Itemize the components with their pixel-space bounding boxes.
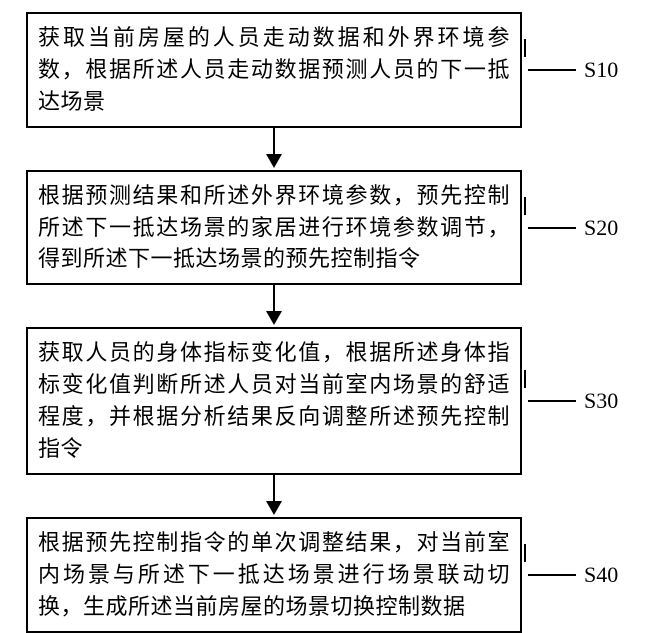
step-box-s20: 根据预测结果和所述外界环境参数，预先控制所述下一抵达场景的家居进行环境参数调节，… <box>26 170 522 286</box>
arrow-down-icon <box>266 311 282 325</box>
step-label-s40: S40 <box>584 562 618 588</box>
leader-s40: S40 <box>526 562 618 588</box>
step-row: 获取人员的身体指标变化值，根据所述身体指标变化值判断所述人员对当前室内场景的舒适… <box>26 327 641 475</box>
arrow-s10-s20 <box>26 128 522 170</box>
step-box-s40: 根据预先控制指令的单次调整结果，对当前室内场景与所述下一抵达场景进行场景联动切换… <box>26 517 522 633</box>
leader-vertical <box>524 544 526 562</box>
step-row: 根据预先控制指令的单次调整结果，对当前室内场景与所述下一抵达场景进行场景联动切换… <box>26 517 641 633</box>
arrow-shaft <box>273 128 275 156</box>
leader-horizontal <box>528 400 576 402</box>
leader-vertical <box>524 39 526 57</box>
leader-vertical <box>524 370 526 388</box>
step-label-s30: S30 <box>584 388 618 414</box>
step-label-s10: S10 <box>584 57 618 83</box>
arrow-shaft <box>273 475 275 503</box>
step-row: 根据预测结果和所述外界环境参数，预先控制所述下一抵达场景的家居进行环境参数调节，… <box>26 170 641 286</box>
step-box-s30: 获取人员的身体指标变化值，根据所述身体指标变化值判断所述人员对当前室内场景的舒适… <box>26 327 522 475</box>
arrow-down-icon <box>266 154 282 168</box>
leader-s30: S30 <box>526 388 618 414</box>
step-row: 获取当前房屋的人员走动数据和外界环境参数，根据所述人员走动数据预测人员的下一抵达… <box>26 12 641 128</box>
arrow-s20-s30 <box>26 285 522 327</box>
leader-horizontal <box>528 574 576 576</box>
arrow-down-icon <box>266 501 282 515</box>
step-box-s10: 获取当前房屋的人员走动数据和外界环境参数，根据所述人员走动数据预测人员的下一抵达… <box>26 12 522 128</box>
step-label-s20: S20 <box>584 215 618 241</box>
leader-horizontal <box>528 69 576 71</box>
arrow-shaft <box>273 285 275 313</box>
arrow-s30-s40 <box>26 475 522 517</box>
leader-s10: S10 <box>526 57 618 83</box>
leader-horizontal <box>528 227 576 229</box>
leader-vertical <box>524 197 526 215</box>
flowchart: 获取当前房屋的人员走动数据和外界环境参数，根据所述人员走动数据预测人员的下一抵达… <box>26 12 641 633</box>
leader-s20: S20 <box>526 215 618 241</box>
